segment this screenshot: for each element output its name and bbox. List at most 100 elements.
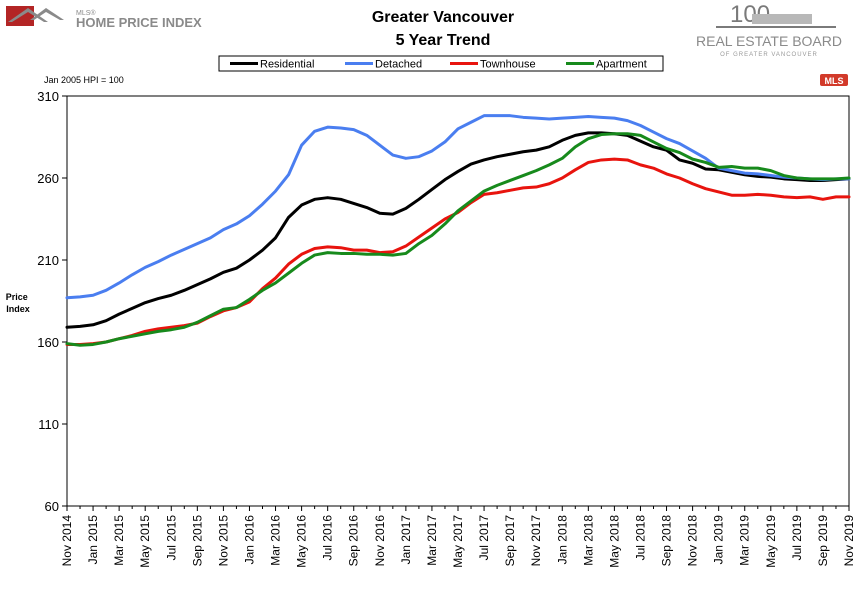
- x-tick-label: Sep 2019: [816, 515, 830, 567]
- data-point-residential: [587, 132, 589, 134]
- x-tick-label: Nov 2015: [216, 515, 230, 567]
- data-point-detached: [170, 254, 172, 256]
- data-point-townhouse: [353, 249, 355, 251]
- data-point-apartment: [809, 178, 811, 180]
- data-point-townhouse: [692, 183, 694, 185]
- data-point-apartment: [144, 333, 146, 335]
- data-point-townhouse: [170, 326, 172, 328]
- data-point-residential: [183, 289, 185, 291]
- mls-badge-icon: [820, 74, 848, 86]
- data-point-apartment: [600, 133, 602, 136]
- y-tick-label: 310: [37, 89, 59, 104]
- data-point-detached: [287, 174, 290, 176]
- x-tick-label: Mar 2017: [425, 515, 439, 566]
- data-point-townhouse: [483, 193, 485, 195]
- data-point-apartment: [314, 254, 316, 256]
- data-point-residential: [470, 163, 472, 165]
- data-point-townhouse: [248, 301, 251, 303]
- data-point-detached: [757, 173, 759, 175]
- data-point-townhouse: [705, 188, 707, 190]
- x-tick-label: Sep 2018: [660, 515, 674, 567]
- data-point-detached: [744, 172, 746, 174]
- x-axis: Nov 2014 Jan 2015 Mar 2015 May 2015 Jul 2015…: [60, 506, 856, 568]
- data-point-detached: [626, 120, 629, 122]
- data-point-apartment: [79, 344, 81, 346]
- data-point-residential: [209, 278, 211, 280]
- data-point-residential: [274, 237, 277, 239]
- x-tick-label: Jan 2018: [555, 515, 569, 565]
- legend-label-residential: Residential: [260, 59, 314, 71]
- data-point-apartment: [157, 330, 159, 332]
- data-point-residential: [235, 267, 238, 269]
- data-point-apartment: [613, 133, 616, 135]
- data-point-apartment: [483, 190, 485, 192]
- data-point-townhouse: [639, 164, 642, 166]
- y-tick-label: 60: [45, 499, 59, 514]
- data-point-townhouse: [796, 197, 798, 199]
- hpi-base-note: Jan 2005 HPI = 100: [44, 75, 124, 85]
- data-point-detached: [248, 215, 251, 217]
- data-point-apartment: [248, 298, 251, 300]
- data-point-apartment: [509, 179, 511, 182]
- reb-logo-title: REAL ESTATE BOARD: [696, 33, 842, 49]
- data-point-apartment: [535, 170, 537, 172]
- data-point-detached: [705, 157, 707, 159]
- data-point-apartment: [731, 165, 733, 168]
- y-tick-label: 110: [38, 417, 59, 432]
- data-point-detached: [639, 124, 642, 127]
- data-point-detached: [731, 170, 733, 172]
- data-point-residential: [353, 202, 355, 205]
- data-point-detached: [431, 150, 433, 152]
- data-point-apartment: [418, 243, 420, 245]
- data-point-townhouse: [652, 167, 655, 169]
- data-point-detached: [457, 128, 459, 130]
- data-point-detached: [222, 229, 224, 231]
- data-point-detached: [66, 297, 68, 299]
- data-point-detached: [183, 248, 185, 250]
- house-roof-icon-2: [30, 8, 64, 20]
- data-point-detached: [209, 237, 211, 239]
- data-point-detached: [274, 190, 277, 192]
- data-point-detached: [418, 156, 420, 158]
- data-point-residential: [157, 297, 159, 300]
- x-tick-label: May 2015: [138, 515, 152, 568]
- data-point-townhouse: [744, 194, 746, 196]
- data-point-townhouse: [835, 196, 837, 198]
- legend-box: [218, 55, 664, 72]
- data-point-townhouse: [600, 159, 602, 161]
- data-point-townhouse: [496, 192, 498, 194]
- y-tick-label: 210: [37, 253, 59, 268]
- data-point-detached: [444, 141, 446, 143]
- data-point-residential: [496, 156, 498, 158]
- data-point-residential: [379, 212, 381, 214]
- reb-underline: [716, 26, 836, 28]
- data-point-residential: [314, 198, 316, 200]
- data-point-townhouse: [848, 196, 850, 198]
- data-point-apartment: [822, 178, 824, 180]
- x-tick-label: Nov 2016: [373, 515, 387, 567]
- data-point-residential: [757, 175, 759, 177]
- data-point-apartment: [796, 177, 798, 179]
- x-tick-label: May 2019: [764, 515, 778, 568]
- data-point-apartment: [457, 210, 459, 212]
- mls-hpi-logo: MLS® HOME PRICE INDEX: [6, 6, 202, 30]
- data-point-townhouse: [822, 198, 824, 200]
- data-point-townhouse: [522, 187, 524, 189]
- data-point-residential: [131, 307, 133, 309]
- data-point-townhouse: [783, 196, 785, 198]
- data-point-detached: [327, 126, 329, 128]
- data-point-detached: [144, 266, 146, 268]
- x-tick-label: Mar 2018: [581, 515, 595, 566]
- data-point-townhouse: [770, 194, 772, 196]
- data-point-residential: [261, 249, 264, 251]
- data-point-detached: [340, 127, 342, 129]
- data-point-townhouse: [613, 158, 616, 160]
- data-point-residential: [366, 206, 368, 209]
- data-point-townhouse: [626, 159, 629, 161]
- data-point-apartment: [235, 306, 238, 309]
- x-tick-label: Jul 2015: [164, 515, 178, 561]
- data-point-apartment: [431, 234, 433, 236]
- data-point-residential: [509, 153, 511, 155]
- data-point-townhouse: [431, 227, 433, 229]
